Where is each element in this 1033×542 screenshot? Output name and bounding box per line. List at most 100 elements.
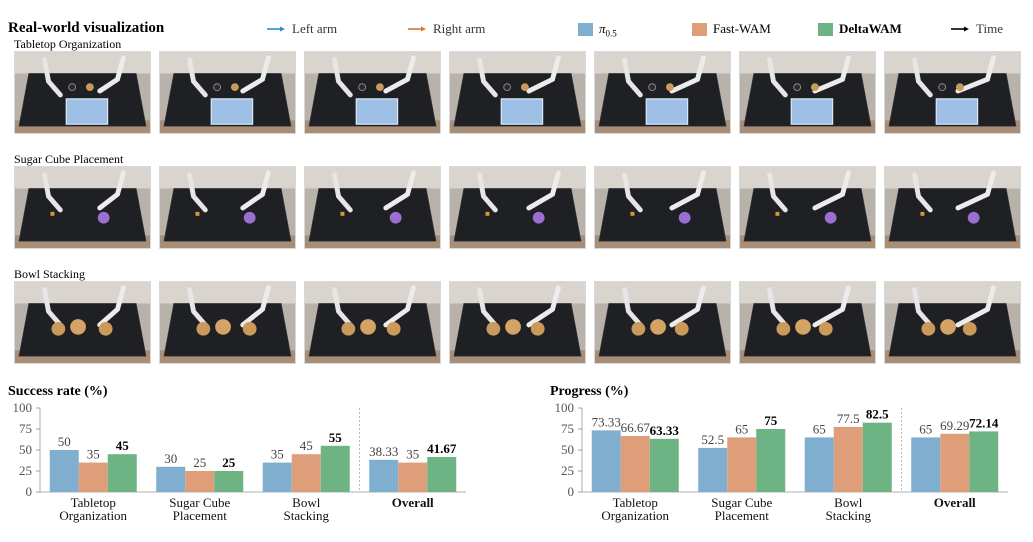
row-label-tabletop: Tabletop Organization	[14, 37, 122, 51]
legend-left-arm: Left arm	[266, 21, 337, 37]
progress-category-label: Tabletop	[613, 495, 658, 510]
progress-bar-fast-wam	[620, 435, 650, 492]
success-bar-delta-wam	[320, 445, 350, 492]
progress-bar-pi05	[591, 430, 621, 492]
legend-right-arm: Right arm	[407, 21, 485, 37]
progress-bar-fast-wam	[940, 433, 970, 492]
legend-right-arm-label: Right arm	[433, 21, 486, 36]
progress-data-label: 65	[919, 421, 932, 436]
left-arm-arrow-icon	[267, 26, 285, 32]
progress-category-label: Sugar Cube	[711, 495, 772, 510]
fast-wam-swatch	[692, 22, 707, 36]
success-category-label: Organization	[59, 508, 127, 523]
progress-bar-delta-wam	[969, 431, 999, 492]
success-data-label: 25	[193, 455, 206, 470]
success-category-label: Tabletop	[71, 495, 116, 510]
frame-thumbnail	[884, 51, 1021, 134]
legend-delta-wam-label: DeltaWAM	[839, 21, 902, 36]
frame-thumbnail	[304, 166, 441, 249]
progress-bar-pi05	[698, 447, 728, 492]
frame-thumbnail	[14, 166, 151, 249]
success-data-label: 45	[300, 438, 313, 453]
progress-data-label: 73.33	[592, 414, 621, 429]
success-ytick-label: 75	[19, 421, 32, 436]
progress-ytick-label: 50	[561, 442, 574, 457]
success-category-label: Sugar Cube	[169, 495, 230, 510]
progress-data-label: 72.14	[969, 415, 999, 430]
progress-bar-delta-wam	[756, 429, 786, 492]
progress-data-label: 82.5	[866, 407, 889, 422]
frame-thumbnail	[159, 166, 296, 249]
progress-category-label: Bowl	[834, 495, 863, 510]
success-data-label: 35	[271, 447, 284, 462]
progress-data-label: 66.67	[621, 420, 651, 435]
progress-data-label: 65	[813, 421, 826, 436]
success-data-label: 35	[406, 447, 419, 462]
progress-bar-delta-wam	[649, 438, 679, 492]
progress-data-label: 75	[764, 413, 778, 428]
figure-header: Real-world visualization Left arm Right …	[0, 0, 1033, 40]
progress-category-label: Placement	[715, 508, 770, 523]
success-data-label: 35	[87, 447, 100, 462]
legend-time: Time	[950, 21, 1003, 37]
success-bar-fast-wam	[398, 462, 428, 492]
success-ytick-label: 100	[13, 400, 33, 415]
frame-thumbnail	[739, 51, 876, 134]
success-ytick-label: 0	[26, 484, 33, 499]
success-data-label: 25	[222, 455, 236, 470]
success-category-label: Placement	[173, 508, 228, 523]
frame-thumbnail	[594, 166, 731, 249]
success-bar-fast-wam	[185, 471, 215, 492]
frame-thumbnail	[304, 281, 441, 364]
frame-thumbnail	[884, 281, 1021, 364]
progress-chart: 0 25 50 75 100 73.33 66.67 63.33 TabletopOrganiz…	[555, 400, 1008, 523]
success-category-label: Overall	[392, 495, 434, 510]
progress-data-label: 52.5	[701, 432, 724, 447]
success-ytick-label: 50	[19, 442, 32, 457]
success-ytick-label: 25	[19, 463, 32, 478]
progress-bar-fast-wam	[727, 437, 757, 492]
legend-fast-wam: Fast-WAM	[692, 21, 771, 37]
legend-left-arm-label: Left arm	[292, 21, 338, 36]
progress-bar-delta-wam	[862, 422, 892, 492]
pi05-swatch	[578, 23, 593, 37]
success-bar-pi05	[369, 459, 399, 492]
right-arm-arrow-icon	[408, 26, 426, 32]
frame-thumbnail	[739, 281, 876, 364]
progress-data-label: 65	[735, 421, 748, 436]
success-bar-fast-wam	[78, 462, 108, 492]
progress-data-label: 77.5	[837, 411, 860, 426]
progress-ytick-label: 75	[561, 421, 574, 436]
frame-thumbnail	[14, 281, 151, 364]
success-bar-delta-wam	[427, 456, 457, 492]
progress-category-label: Overall	[934, 495, 976, 510]
legend-delta-wam: DeltaWAM	[818, 21, 902, 37]
progress-data-label: 69.29	[940, 418, 969, 433]
progress-bar-pi05	[804, 437, 834, 492]
frame-thumbnail	[159, 51, 296, 134]
success-bar-delta-wam	[107, 454, 137, 492]
progress-data-label: 63.33	[650, 423, 680, 438]
progress-ytick-label: 100	[555, 400, 575, 415]
progress-bar-fast-wam	[833, 426, 863, 492]
frame-thumbnail	[449, 281, 586, 364]
progress-bar-pi05	[911, 437, 941, 492]
success-data-label: 41.67	[427, 441, 457, 456]
frame-thumbnail	[449, 51, 586, 134]
delta-wam-swatch	[818, 22, 833, 36]
success-bar-delta-wam	[214, 471, 244, 492]
frame-thumbnail	[159, 281, 296, 364]
success-category-label: Stacking	[284, 508, 330, 523]
success-data-label: 38.33	[369, 444, 398, 459]
frame-thumbnail	[594, 51, 731, 134]
success-data-label: 50	[58, 434, 71, 449]
row-label-bowl-stacking: Bowl Stacking	[14, 267, 85, 281]
progress-ytick-label: 25	[561, 463, 574, 478]
success-category-label: Bowl	[292, 495, 321, 510]
success-bar-pi05	[262, 462, 292, 492]
success-data-label: 45	[116, 438, 130, 453]
frame-thumbnail	[594, 281, 731, 364]
legend-pi05: π0.5	[578, 21, 617, 39]
frame-thumbnail	[449, 166, 586, 249]
